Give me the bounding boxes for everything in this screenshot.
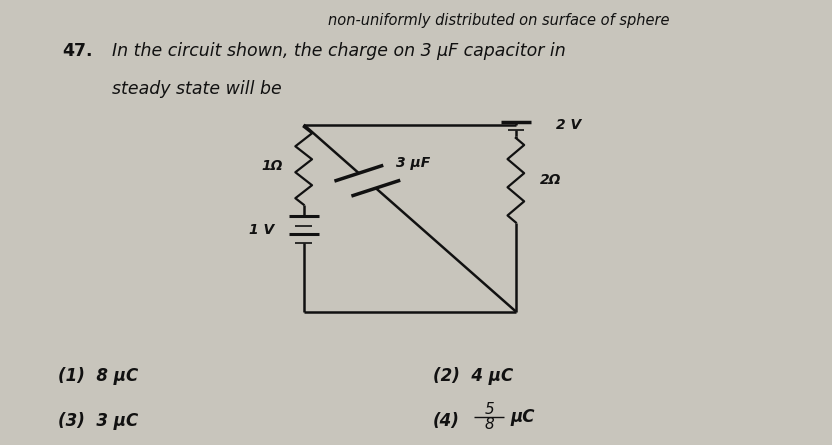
Text: (2)  4 μC: (2) 4 μC [433, 367, 513, 385]
Text: (1)  8 μC: (1) 8 μC [58, 367, 138, 385]
Text: steady state will be: steady state will be [112, 80, 282, 98]
Text: 47.: 47. [62, 42, 93, 60]
Text: 3 μF: 3 μF [396, 156, 430, 170]
Text: In the circuit shown, the charge on 3 μF capacitor in: In the circuit shown, the charge on 3 μF… [112, 42, 566, 60]
Text: (3)  3 μC: (3) 3 μC [58, 412, 138, 429]
Text: 2 V: 2 V [556, 117, 581, 132]
Text: μC: μC [510, 408, 534, 426]
Text: 8: 8 [484, 417, 494, 433]
Text: 2Ω: 2Ω [540, 173, 562, 187]
Text: non-uniformly distributed on surface of sphere: non-uniformly distributed on surface of … [329, 12, 670, 28]
Text: (4): (4) [433, 412, 459, 429]
Text: 1Ω: 1Ω [261, 159, 283, 173]
Text: 5: 5 [484, 402, 494, 417]
Text: 1 V: 1 V [250, 222, 275, 237]
